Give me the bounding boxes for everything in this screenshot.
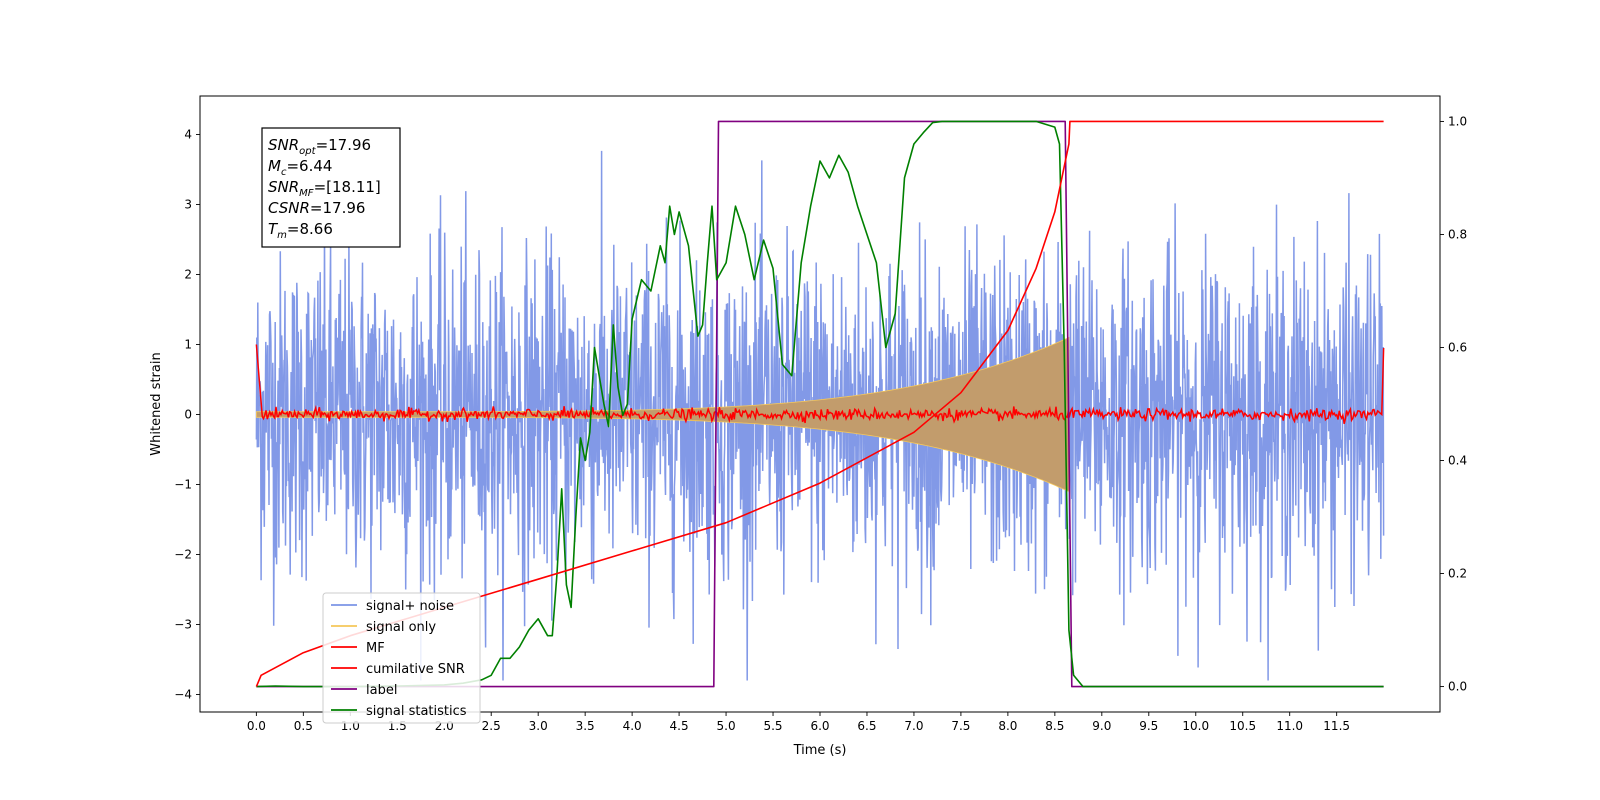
x-tick-label: 2.5 <box>482 719 501 733</box>
y-tick-label: 1 <box>184 338 192 352</box>
annotation-line: SNRMF=[18.11] <box>268 178 381 199</box>
annotation-box: SNRopt=17.96Mc=6.44SNRMF=[18.11]CSNR=17.… <box>261 127 401 248</box>
y-tick-label: −1 <box>174 478 192 492</box>
x-axis-label: Time (s) <box>793 743 847 758</box>
x-tick-label: 10.0 <box>1182 719 1209 733</box>
signal-noise-line <box>255 150 1385 681</box>
x-tick-label: 5.5 <box>763 719 782 733</box>
x-tick-label: 11.0 <box>1276 719 1303 733</box>
x-tick-label: 0.5 <box>294 719 313 733</box>
legend-label: signal only <box>366 620 436 635</box>
legend-label: MF <box>366 641 385 656</box>
x-tick-label: 4.5 <box>670 719 689 733</box>
x-tick-label: 5.0 <box>717 719 736 733</box>
x-tick-label: 4.0 <box>623 719 642 733</box>
y2-tick-label: 0.2 <box>1448 567 1467 581</box>
x-tick-label: 7.0 <box>904 719 923 733</box>
mf-series <box>255 344 1385 424</box>
y-tick-label: 0 <box>184 408 192 422</box>
legend-label: signal+ noise <box>366 599 454 614</box>
x-tick-label: 0.0 <box>247 719 266 733</box>
x-tick-label: 3.0 <box>529 719 548 733</box>
y2-tick-label: 1.0 <box>1448 114 1467 128</box>
legend: signal+ noise signal only MF cumilative SNR… <box>322 592 481 724</box>
y-tick-label: 3 <box>184 198 192 212</box>
signal-statistics-line <box>256 120 1384 688</box>
y-tick-label: 2 <box>184 268 192 282</box>
x-tick-label: 7.5 <box>951 719 970 733</box>
annotation-frame <box>261 127 401 248</box>
annotation-line: Tm=8.66 <box>268 220 333 241</box>
legend-label: cumilative SNR <box>366 662 465 677</box>
legend-frame <box>322 592 481 724</box>
y2-tick-label: 0.0 <box>1448 680 1467 694</box>
y-tick-label: −3 <box>174 618 192 632</box>
x-tick-label: 8.0 <box>998 719 1017 733</box>
x-tick-label: 11.5 <box>1323 719 1350 733</box>
mf-line <box>255 344 1385 424</box>
legend-label: signal statistics <box>366 704 467 719</box>
y2-tick-label: 0.4 <box>1448 454 1467 468</box>
y2-tick-label: 0.6 <box>1448 340 1467 354</box>
y-axis-label: Whitened strain <box>149 352 164 455</box>
x-tick-label: 8.5 <box>1045 719 1064 733</box>
annotation-line: Mc=6.44 <box>268 157 332 178</box>
y-tick-label: −2 <box>174 548 192 562</box>
x-tick-label: 3.5 <box>576 719 595 733</box>
x-tick-label: 6.5 <box>857 719 876 733</box>
signal-noise-series <box>255 150 1385 681</box>
y2-tick-label: 0.8 <box>1448 227 1467 241</box>
x-tick-label: 10.5 <box>1229 719 1256 733</box>
x-tick-label: 6.0 <box>810 719 829 733</box>
annotation-line: CSNR=17.96 <box>268 199 365 217</box>
x-tick-label: 9.0 <box>1092 719 1111 733</box>
y-axis-left: 4 3 2 1 0 −1 −2 −3 −4 <box>174 128 200 702</box>
y-axis-right: 1.0 0.8 0.6 0.4 0.2 0.0 <box>1440 114 1467 694</box>
x-tick-label: 9.5 <box>1139 719 1158 733</box>
y-tick-label: −4 <box>174 688 192 702</box>
annotation-line: SNRopt=17.96 <box>268 136 371 157</box>
legend-label: label <box>366 683 397 698</box>
y-tick-label: 4 <box>184 128 192 142</box>
